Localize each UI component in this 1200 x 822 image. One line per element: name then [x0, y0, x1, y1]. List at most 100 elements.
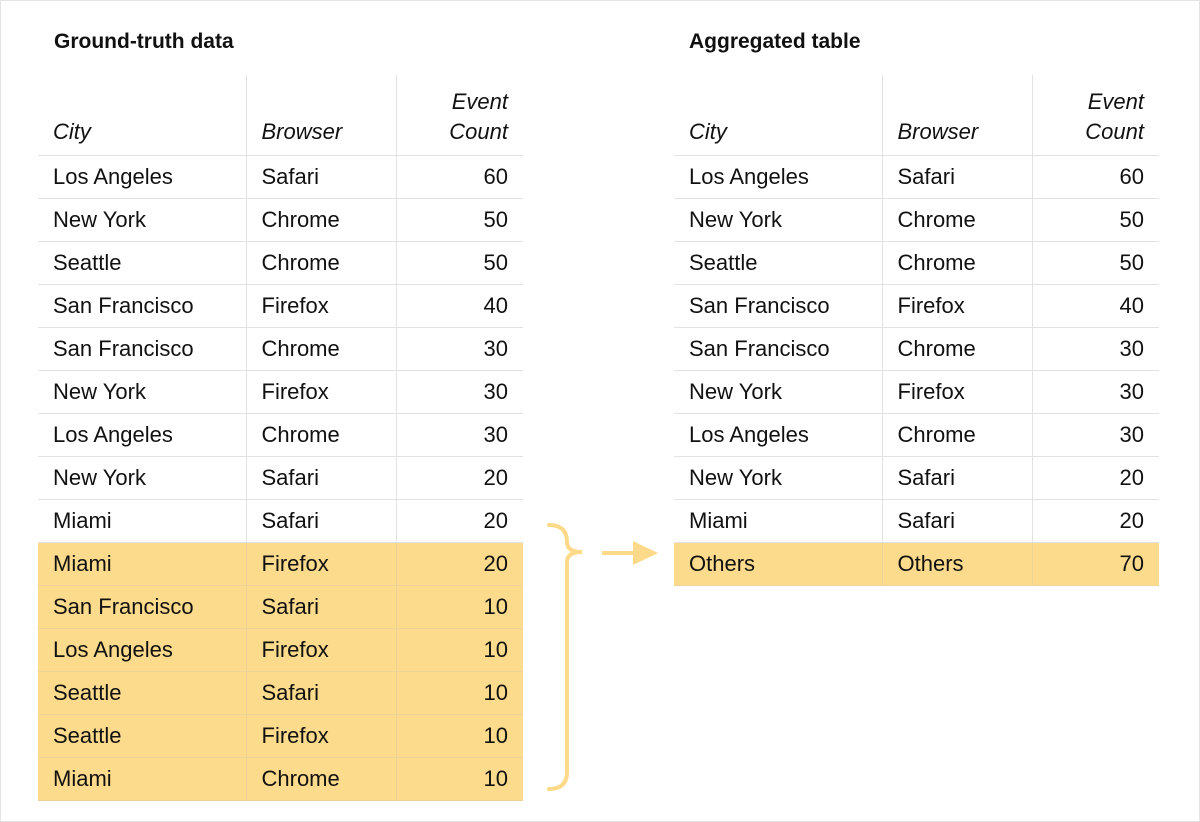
ground-truth-table: City Browser Event Count Los Angeles Safar… — [38, 75, 523, 801]
cell-event-count: 40 — [1031, 284, 1159, 328]
cell-city: Los Angeles — [38, 628, 246, 672]
cell-browser: Chrome — [881, 413, 1032, 457]
cell-city: Miami — [38, 499, 246, 543]
cell-city: Los Angeles — [38, 413, 246, 457]
cell-event-count: 10 — [395, 628, 523, 672]
table-row: San Francisco Chrome 30 — [38, 327, 523, 371]
cell-event-count: 20 — [395, 456, 523, 500]
cell-city: New York — [38, 370, 246, 414]
cell-event-count: 50 — [1031, 241, 1159, 285]
cell-browser: Chrome — [245, 327, 396, 371]
aggregated-title: Aggregated table — [689, 30, 861, 53]
cell-event-count: 40 — [395, 284, 523, 328]
cell-browser: Firefox — [881, 370, 1032, 414]
cell-event-count: 20 — [395, 499, 523, 543]
cell-city: Others — [674, 542, 882, 586]
cell-city: Seattle — [38, 671, 246, 715]
header-city: City — [674, 75, 882, 156]
cell-city: Miami — [38, 757, 246, 801]
cell-city: San Francisco — [674, 327, 882, 371]
table-row-highlighted: Seattle Firefox 10 — [38, 714, 523, 758]
table-row: Los Angeles Chrome 30 — [38, 413, 523, 457]
table-row: San Francisco Firefox 40 — [674, 284, 1159, 328]
cell-city: San Francisco — [674, 284, 882, 328]
cell-browser: Firefox — [881, 284, 1032, 328]
cell-browser: Chrome — [245, 241, 396, 285]
cell-city: San Francisco — [38, 585, 246, 629]
cell-browser: Safari — [245, 499, 396, 543]
cell-browser: Safari — [245, 155, 396, 199]
table-row: New York Firefox 30 — [674, 370, 1159, 414]
cell-city: New York — [674, 456, 882, 500]
table-row: New York Chrome 50 — [38, 198, 523, 242]
cell-event-count: 10 — [395, 714, 523, 758]
table-row-highlighted: Seattle Safari 10 — [38, 671, 523, 715]
cell-browser: Firefox — [245, 542, 396, 586]
cell-browser: Safari — [245, 671, 396, 715]
cell-browser: Chrome — [881, 198, 1032, 242]
cell-event-count: 10 — [395, 585, 523, 629]
cell-browser: Chrome — [245, 413, 396, 457]
cell-event-count: 30 — [1031, 327, 1159, 371]
cell-city: New York — [674, 370, 882, 414]
table-row: San Francisco Firefox 40 — [38, 284, 523, 328]
table-row: Los Angeles Safari 60 — [38, 155, 523, 199]
table-row: Seattle Chrome 50 — [38, 241, 523, 285]
table-row-highlighted: Miami Firefox 20 — [38, 542, 523, 586]
table-row-highlighted: Los Angeles Firefox 10 — [38, 628, 523, 672]
cell-event-count: 30 — [1031, 370, 1159, 414]
cell-event-count: 60 — [1031, 155, 1159, 199]
cell-event-count: 20 — [395, 542, 523, 586]
header-browser: Browser — [881, 75, 1032, 156]
cell-event-count: 60 — [395, 155, 523, 199]
header-city: City — [38, 75, 246, 156]
cell-city: San Francisco — [38, 327, 246, 371]
cell-city: Miami — [674, 499, 882, 543]
cell-event-count: 50 — [395, 241, 523, 285]
cell-city: Seattle — [38, 241, 246, 285]
header-browser: Browser — [245, 75, 396, 156]
cell-event-count: 30 — [395, 413, 523, 457]
cell-browser: Others — [881, 542, 1032, 586]
cell-city: New York — [38, 198, 246, 242]
cell-event-count: 10 — [395, 671, 523, 715]
table-row-highlighted: Others Others 70 — [674, 542, 1159, 586]
cell-browser: Safari — [245, 456, 396, 500]
cell-browser: Chrome — [245, 757, 396, 801]
table-row-highlighted: Miami Chrome 10 — [38, 757, 523, 801]
table-row: Los Angeles Safari 60 — [674, 155, 1159, 199]
cell-city: New York — [38, 456, 246, 500]
cell-browser: Firefox — [245, 714, 396, 758]
cell-event-count: 50 — [395, 198, 523, 242]
cell-browser: Chrome — [881, 327, 1032, 371]
cell-event-count: 10 — [395, 757, 523, 801]
cell-browser: Firefox — [245, 284, 396, 328]
cell-city: Los Angeles — [674, 155, 882, 199]
table-row: New York Chrome 50 — [674, 198, 1159, 242]
cell-browser: Chrome — [245, 198, 396, 242]
table-row: San Francisco Chrome 30 — [674, 327, 1159, 371]
cell-event-count: 30 — [395, 370, 523, 414]
table-row: New York Safari 20 — [38, 456, 523, 500]
cell-event-count: 20 — [1031, 499, 1159, 543]
table-row: New York Firefox 30 — [38, 370, 523, 414]
cell-event-count: 30 — [395, 327, 523, 371]
cell-city: Seattle — [674, 241, 882, 285]
arrow-head-icon — [633, 541, 658, 565]
aggregated-table: City Browser Event Count Los Angeles Safar… — [674, 75, 1159, 586]
cell-browser: Chrome — [881, 241, 1032, 285]
table-row: Seattle Chrome 50 — [674, 241, 1159, 285]
cell-event-count: 20 — [1031, 456, 1159, 500]
cell-event-count: 30 — [1031, 413, 1159, 457]
cell-browser: Safari — [881, 155, 1032, 199]
cell-event-count: 50 — [1031, 198, 1159, 242]
cell-city: San Francisco — [38, 284, 246, 328]
table-row-highlighted: San Francisco Safari 10 — [38, 585, 523, 629]
ground-truth-title: Ground-truth data — [54, 30, 234, 53]
cell-browser: Firefox — [245, 370, 396, 414]
header-event-count: Event Count — [395, 75, 523, 156]
table-row: Los Angeles Chrome 30 — [674, 413, 1159, 457]
cell-browser: Safari — [881, 499, 1032, 543]
cell-city: Los Angeles — [38, 155, 246, 199]
